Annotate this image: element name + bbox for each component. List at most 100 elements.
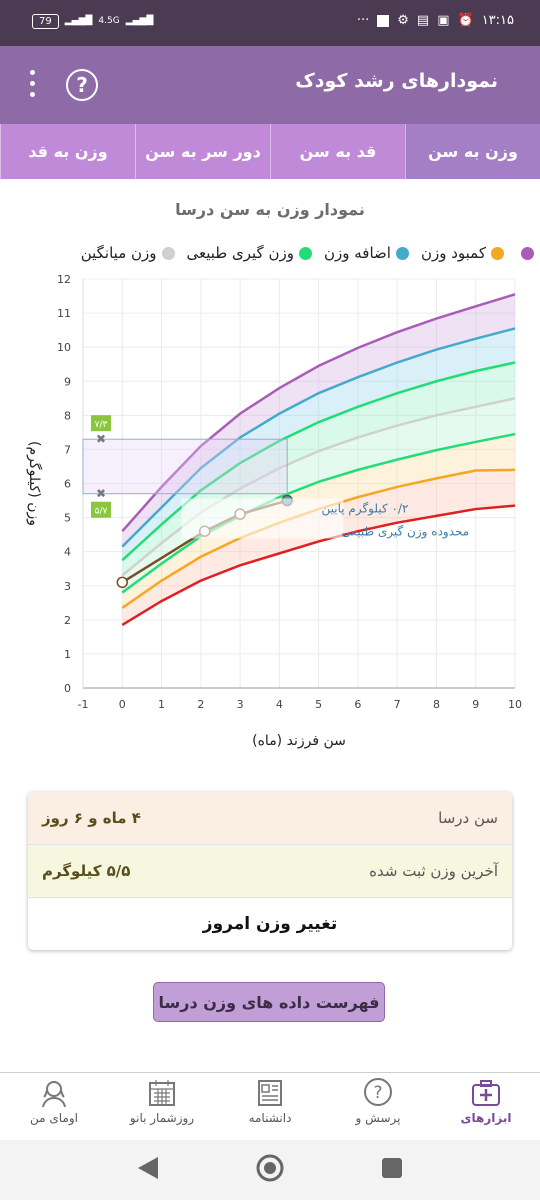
weight-value: ۵/۵ کیلوگرم — [42, 862, 131, 880]
info-card: سن درسا ۴ ماه و ۶ روز آخرین وزن ثبت شده … — [28, 792, 512, 950]
battery-icon: 79 — [32, 14, 59, 29]
annotation-box — [181, 498, 344, 539]
legend-label: وزن گیری طبیعی — [186, 244, 294, 262]
range-marker-x: ✖ — [96, 432, 106, 446]
legend-label: کمبود وزن — [420, 244, 486, 262]
y-tick-label: 4 — [64, 546, 71, 559]
y-tick-label: 1 — [64, 648, 71, 661]
legend-label: وزن میانگین — [80, 244, 157, 262]
y-tick-label: 10 — [57, 341, 71, 354]
legend-item-purple[interactable] — [516, 244, 534, 262]
chart-legend: کمبود وزن اضافه وزن وزن گیری طبیعی وزن م… — [81, 244, 534, 262]
newspaper-icon — [258, 1080, 282, 1106]
stop-icon — [377, 14, 390, 27]
nav-encyclopedia[interactable]: دانشنامه — [216, 1073, 324, 1137]
x-tick-label: 9 — [472, 698, 479, 711]
legend-item-average[interactable]: وزن میانگین — [81, 244, 175, 262]
tab-weight-age[interactable]: وزن به سن — [405, 124, 540, 179]
band-fill — [122, 294, 515, 547]
x-tick-label: 0 — [119, 698, 126, 711]
back-icon[interactable] — [138, 1157, 158, 1179]
chart-tabs: وزن به سن قد به سن دور سر به سن وزن به ق… — [0, 124, 540, 179]
range-badge-label: ۷/۳ — [95, 420, 108, 430]
y-tick-label: 8 — [64, 409, 71, 422]
percentile-line — [121, 327, 516, 548]
nav-questions[interactable]: ? پرسش و — [324, 1073, 432, 1137]
x-tick-label: 2 — [197, 698, 204, 711]
question-icon: ? — [364, 1078, 392, 1106]
legend-dot — [395, 246, 409, 260]
chart-title: نمودار وزن به سن درسا — [175, 200, 365, 219]
range-badge — [91, 501, 111, 518]
sim-icon: ▣ — [437, 13, 450, 28]
network-type: 4.5G — [98, 16, 120, 26]
x-tick-label: 1 — [158, 698, 165, 711]
tab-weight-height[interactable]: وزن به قد — [0, 124, 135, 179]
y-tick-label: 2 — [64, 614, 71, 627]
overflow-menu-icon[interactable] — [28, 70, 36, 102]
home-icon[interactable] — [256, 1154, 284, 1182]
tab-head-age[interactable]: دور سر به سن — [135, 124, 270, 179]
legend-item-underweight[interactable]: کمبود وزن — [421, 244, 504, 262]
page-title: نمودارهای رشد کودک — [295, 70, 498, 92]
age-value: ۴ ماه و ۶ روز — [42, 809, 141, 827]
nav-label: دانشنامه — [248, 1111, 292, 1125]
y-tick-label: 9 — [64, 375, 71, 388]
legend-item-normal[interactable]: وزن گیری طبیعی — [187, 244, 312, 262]
age-row: سن درسا ۴ ماه و ۶ روز — [28, 792, 512, 845]
legend-item-overweight[interactable]: اضافه وزن — [324, 244, 409, 262]
nav-profile[interactable]: اومای من — [0, 1073, 108, 1137]
y-tick-label: 0 — [64, 682, 71, 695]
nav-label: اومای من — [30, 1111, 78, 1125]
percentile-line — [121, 504, 516, 627]
range-badge — [91, 415, 111, 432]
woman-avatar-icon — [42, 1081, 66, 1108]
x-tick-label: 8 — [433, 698, 440, 711]
y-tick-label: 11 — [57, 307, 71, 320]
nav-calendar[interactable]: روزشمار بانو — [108, 1073, 216, 1137]
y-tick-label: 7 — [64, 443, 71, 456]
gear-icon: ⚙ — [397, 13, 409, 28]
band-fill — [122, 469, 515, 625]
y-tick-label: 5 — [64, 512, 71, 525]
x-tick-label: 7 — [394, 698, 401, 711]
change-weight-button[interactable]: تغییر وزن امروز — [202, 914, 338, 934]
calendar-icon — [149, 1080, 175, 1106]
y-axis-label: وزن (کیلوگرم) — [26, 441, 43, 526]
recents-icon[interactable] — [382, 1158, 402, 1178]
help-icon[interactable]: ? — [66, 69, 98, 101]
annotation-line2: محدوده وزن گیری طبیعی — [342, 524, 470, 539]
nav-tools[interactable]: ابزارهای — [432, 1073, 540, 1137]
band-fill — [122, 434, 515, 608]
weight-row: آخرین وزن ثبت شده ۵/۵ کیلوگرم — [28, 845, 512, 898]
svg-text:?: ? — [373, 1083, 382, 1103]
legend-label: اضافه وزن — [323, 244, 391, 262]
medical-kit-icon — [472, 1080, 500, 1106]
x-axis-label: سن فرزند (ماه) — [252, 733, 346, 749]
annotation-line1: ۰/۲ کیلوگرم پایین — [322, 501, 409, 516]
bottom-nav: ابزارهای ? پرسش و دانشنامه روزشمار بانو … — [0, 1072, 540, 1137]
clock: ۱۳:۱۵ — [481, 13, 514, 28]
signal-icon: ▂▄▆█ — [64, 16, 93, 26]
child-weight-point — [116, 576, 129, 589]
band-fill — [122, 398, 515, 593]
y-tick-label: 12 — [57, 273, 71, 286]
weight-list-button[interactable]: فهرست داده های وزن درسا — [153, 982, 385, 1022]
nav-label: پرسش و — [355, 1111, 401, 1125]
x-tick-label: 6 — [354, 698, 361, 711]
legend-dot — [298, 246, 312, 260]
band-fill — [122, 362, 515, 576]
tab-height-age[interactable]: قد به سن — [270, 124, 405, 179]
range-box — [82, 438, 288, 495]
app-bar: ? نمودارهای رشد کودک — [0, 46, 540, 124]
x-tick-label: 4 — [276, 698, 283, 711]
range-marker-x: ✖ — [96, 487, 106, 501]
weight-label: آخرین وزن ثبت شده — [369, 862, 498, 880]
x-tick-label: 10 — [508, 698, 522, 711]
percentile-line — [121, 293, 516, 533]
legend-dot — [521, 246, 534, 260]
y-tick-label: 6 — [64, 478, 71, 491]
legend-dot — [161, 246, 175, 260]
status-bar: 79 ▂▄▆█ 4.5G ▂▄▆█ ··· ⚙ ▤ ▣ ⏰ ۱۳:۱۵ — [0, 0, 540, 46]
